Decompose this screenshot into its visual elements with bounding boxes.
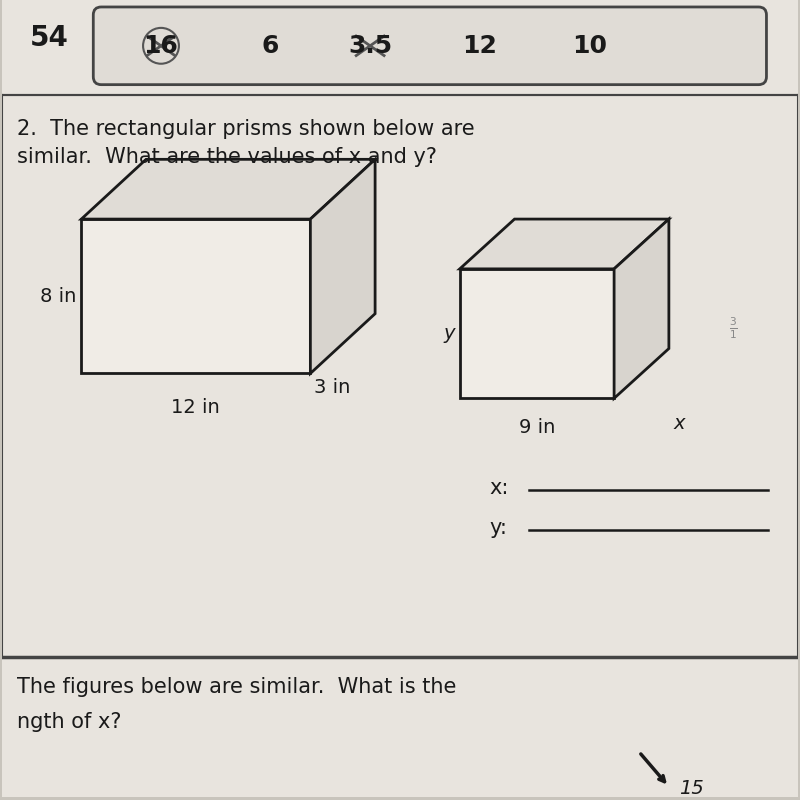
Text: 6: 6 xyxy=(262,34,279,58)
FancyBboxPatch shape xyxy=(94,7,766,85)
Text: y: y xyxy=(443,324,454,343)
Text: x:: x: xyxy=(490,478,509,498)
Text: 3 in: 3 in xyxy=(314,378,350,398)
Polygon shape xyxy=(460,269,614,398)
Polygon shape xyxy=(614,219,669,398)
Text: 54: 54 xyxy=(30,24,69,52)
Text: 10: 10 xyxy=(572,34,606,58)
Text: The figures below are similar.  What is the: The figures below are similar. What is t… xyxy=(17,677,456,697)
Polygon shape xyxy=(82,219,310,374)
Text: 8 in: 8 in xyxy=(40,286,76,306)
Text: 3.5: 3.5 xyxy=(348,34,392,58)
Text: y:: y: xyxy=(490,518,507,538)
Text: ngth of x?: ngth of x? xyxy=(17,712,121,732)
Text: x: x xyxy=(674,414,686,433)
Text: similar.  What are the values of x and y?: similar. What are the values of x and y? xyxy=(17,147,437,167)
Polygon shape xyxy=(460,219,669,269)
Text: 16: 16 xyxy=(143,34,178,58)
Polygon shape xyxy=(310,159,375,374)
Text: $\frac{3}{1}$: $\frac{3}{1}$ xyxy=(729,316,738,342)
Text: 15: 15 xyxy=(679,779,703,798)
Polygon shape xyxy=(82,159,375,219)
Text: 9 in: 9 in xyxy=(518,418,555,438)
Text: 12: 12 xyxy=(462,34,497,58)
Text: 12 in: 12 in xyxy=(171,398,220,418)
Text: 2.  The rectangular prisms shown below are: 2. The rectangular prisms shown below ar… xyxy=(17,119,474,139)
